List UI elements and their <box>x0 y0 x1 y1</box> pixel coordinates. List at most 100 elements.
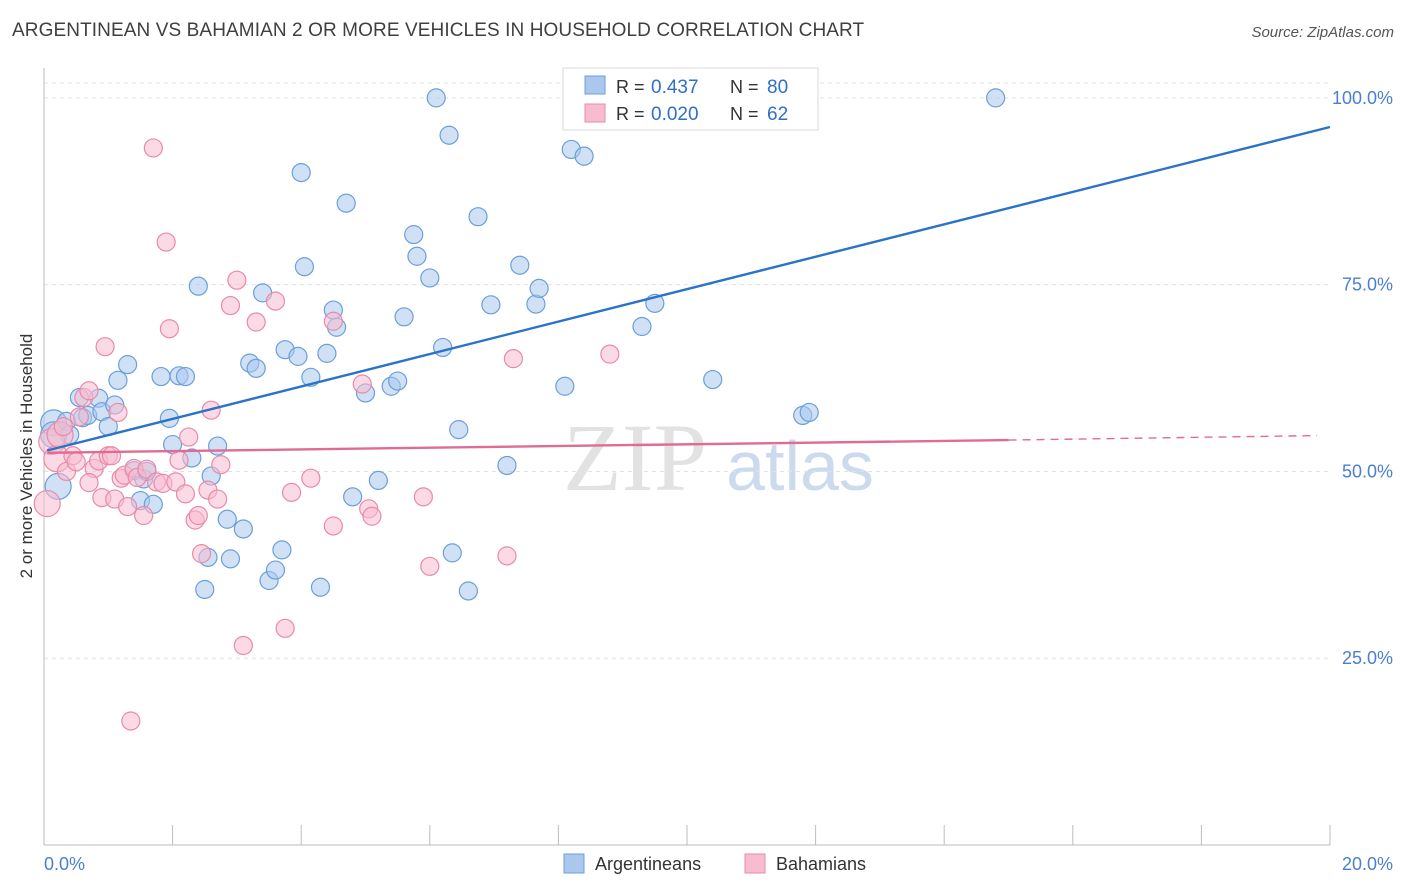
legend-n-value-bahamians: 62 <box>767 104 788 125</box>
argentineans-point <box>574 146 594 166</box>
bahamians-point <box>95 337 115 357</box>
bottom-legend-label-argentineans[interactable]: Argentineans <box>595 854 701 874</box>
bottom-legend-swatch-bahamians[interactable] <box>744 853 766 874</box>
bahamians-point <box>275 618 295 638</box>
bahamians-point <box>179 427 199 447</box>
bahamians-point <box>69 407 89 427</box>
bahamians-point <box>33 489 61 518</box>
legend-top: R = 0.437 N = 80 R = 0.020 N = 62 <box>562 67 819 131</box>
legend-r-value-bahamians: 0.020 <box>651 104 699 125</box>
bahamians-points <box>33 138 620 731</box>
bahamians-point <box>246 312 266 332</box>
bahamians-point <box>413 487 433 507</box>
bahamians-point <box>117 496 138 517</box>
argentineans-point <box>117 355 138 375</box>
bahamians-point <box>208 489 228 509</box>
argentineans-point <box>217 509 237 529</box>
argentineans-point <box>449 420 469 440</box>
bahamians-point <box>134 505 154 526</box>
bahamians-point <box>301 468 321 488</box>
argentineans-point <box>246 358 266 378</box>
argentineans-point <box>481 295 501 315</box>
argentineans-point <box>526 294 546 314</box>
chart-title: ARGENTINEAN VS BAHAMIAN 2 OR MORE VEHICL… <box>12 20 865 41</box>
argentineans-point <box>265 560 286 580</box>
argentineans-point <box>703 369 723 390</box>
argentineans-point <box>291 162 311 183</box>
bahamians-point <box>79 473 99 493</box>
argentineans-point <box>497 455 517 476</box>
bahamians-point <box>53 417 73 437</box>
argentineans-points <box>40 88 1006 601</box>
legend-n-value-argentineans: 80 <box>767 77 788 98</box>
argentineans-point <box>799 402 819 423</box>
legend-n-label-argentineans: N = <box>730 77 759 97</box>
argentineans-point <box>220 549 241 569</box>
argentineans-point <box>426 88 446 108</box>
bahamians-point <box>156 232 176 252</box>
legend-n-label-bahamians: N = <box>730 104 759 124</box>
argentineans-point <box>294 257 315 277</box>
legend-swatch-argentineans <box>584 75 606 95</box>
bahamians-point <box>143 138 163 158</box>
argentineans-point <box>336 193 356 213</box>
argentineans-point <box>433 337 453 358</box>
bahamians-point <box>420 556 440 576</box>
argentineans-trend-line <box>46 125 1331 452</box>
bottom-legend-swatch-argentineans[interactable] <box>563 853 585 874</box>
bahamians-point <box>220 295 241 316</box>
bahamians-point <box>265 291 286 311</box>
y-tick-label-50: 50.0% <box>1342 461 1393 481</box>
argentineans-point <box>188 276 208 296</box>
argentineans-point <box>343 487 363 507</box>
argentineans-point <box>555 376 575 396</box>
argentineans-point <box>420 268 440 288</box>
bahamians-point <box>121 711 141 731</box>
bottom-legend-label-bahamians[interactable]: Bahamians <box>776 854 866 874</box>
argentineans-point <box>468 207 488 227</box>
bahamians-point <box>191 544 212 564</box>
argentineans-point <box>529 278 549 298</box>
x-tick-label-1: 20.0% <box>1342 854 1393 874</box>
bahamians-point <box>159 319 179 339</box>
bahamians-point <box>281 482 302 502</box>
bahamians-point <box>352 374 372 394</box>
bahamians-point <box>175 484 196 504</box>
argentineans-point <box>195 579 215 600</box>
bahamians-point <box>101 446 122 466</box>
bahamians-point <box>137 459 157 479</box>
argentineans-point <box>310 577 331 597</box>
argentineans-point <box>458 581 478 601</box>
argentineans-point <box>288 346 308 366</box>
bahamians-point <box>188 505 208 526</box>
argentineans-point <box>233 519 253 539</box>
argentineans-point <box>986 88 1006 108</box>
bahamians-trend-line <box>47 438 1009 454</box>
argentineans-point <box>394 307 414 327</box>
trend-layer <box>46 125 1331 454</box>
bahamians-point <box>600 344 620 364</box>
bahamians-point <box>211 455 231 475</box>
argentineans-point <box>404 225 424 245</box>
argentineans-point <box>317 343 337 363</box>
argentineans-point <box>108 370 128 390</box>
bahamians-point <box>169 450 189 470</box>
watermark-atlas: atlas <box>726 427 874 505</box>
legend-swatch-bahamians <box>584 103 606 123</box>
bahamians-point <box>497 546 517 566</box>
y-tick-label-75: 75.0% <box>1342 275 1393 295</box>
argentineans-point <box>208 436 228 456</box>
argentineans-point <box>407 246 427 266</box>
argentineans-point <box>151 366 171 387</box>
y-axis-title: 2 or more Vehicles in Household <box>17 334 36 579</box>
legend-bottom[interactable]: Argentineans Bahamians <box>563 853 866 874</box>
argentineans-point <box>368 470 388 491</box>
bahamians-point <box>323 311 343 331</box>
watermark-zip: ZIP <box>563 404 707 511</box>
chart-source: Source: ZipAtlas.com <box>1251 24 1394 41</box>
argentineans-point <box>442 543 462 563</box>
legend-r-value-argentineans: 0.437 <box>651 77 699 98</box>
bahamians-point <box>362 506 382 526</box>
argentineans-point <box>632 316 652 337</box>
argentineans-point <box>388 371 408 391</box>
